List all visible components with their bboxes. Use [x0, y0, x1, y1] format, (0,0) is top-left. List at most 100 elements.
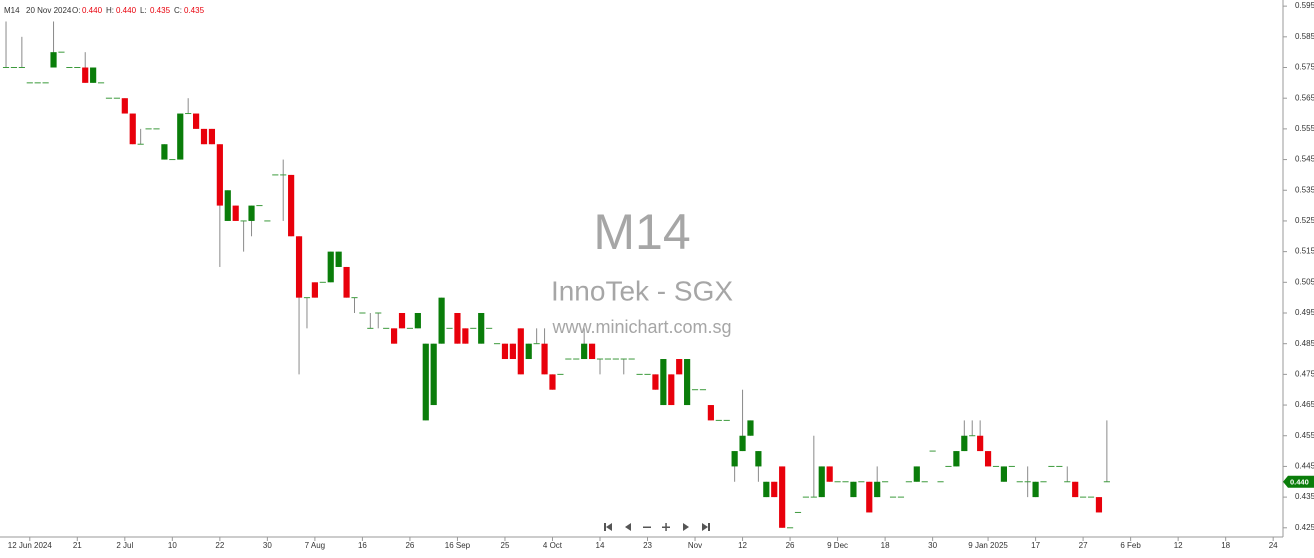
y-tick-label: 0.515	[1295, 247, 1314, 256]
candle-body	[90, 67, 97, 83]
candle-body	[438, 297, 445, 344]
x-tick-label: 27	[1079, 541, 1088, 550]
candle-body	[549, 374, 556, 390]
candle-body	[248, 205, 255, 221]
candle-body	[866, 481, 873, 513]
nav-first[interactable]	[604, 523, 612, 531]
y-tick-label: 0.425	[1295, 523, 1314, 532]
candle-body	[288, 174, 295, 237]
candle-body	[913, 466, 920, 482]
y-tick-label: 0.595	[1295, 1, 1314, 10]
x-tick-label: 14	[596, 541, 605, 550]
y-tick-label: 0.535	[1295, 185, 1314, 194]
candle-body	[850, 481, 857, 498]
candle-body	[581, 343, 588, 360]
header-text: 0.435	[150, 6, 171, 15]
candle-body	[874, 481, 881, 498]
nav-zoom-in[interactable]	[662, 523, 670, 531]
candle-body	[129, 113, 136, 145]
candle-body	[390, 328, 398, 344]
y-tick-label: 0.495	[1295, 308, 1314, 317]
x-tick-label: 26	[786, 541, 795, 550]
candle-body	[343, 266, 350, 298]
x-tick-label: 22	[215, 541, 224, 550]
y-tick-label: 0.525	[1295, 216, 1314, 225]
header-text: L:	[140, 6, 147, 15]
x-tick-label: 7 Aug	[305, 541, 325, 550]
candle-body	[660, 359, 667, 406]
candle-body	[311, 282, 318, 298]
candle-body	[541, 343, 548, 375]
header-text: 0.435	[184, 6, 205, 15]
y-tick-label: 0.505	[1295, 277, 1314, 286]
x-tick-label: 30	[928, 541, 937, 550]
candle-body	[707, 405, 714, 421]
y-tick-label: 0.465	[1295, 400, 1314, 409]
candle-body	[771, 481, 778, 498]
candle-body	[525, 343, 532, 360]
x-tick-label: 30	[263, 541, 272, 550]
candle-body	[739, 435, 746, 452]
header-text: 20 Nov 2024	[26, 6, 72, 15]
candle-body	[747, 420, 754, 436]
y-tick-label: 0.575	[1295, 63, 1314, 72]
candle-body	[200, 128, 208, 145]
x-tick-label: 12 Jun 2024	[8, 541, 53, 550]
y-tick-label: 0.565	[1295, 93, 1314, 102]
x-tick-label: 12	[738, 541, 747, 550]
y-tick-label: 0.435	[1295, 492, 1314, 501]
candle-body	[588, 343, 596, 360]
header: M14 20 Nov 2024 O: 0.440 H: 0.440 L: 0.435 C: 0.4…	[4, 6, 205, 15]
watermark-site: www.minichart.com.sg	[551, 317, 731, 337]
candle-body	[232, 205, 239, 221]
candle-body	[327, 251, 334, 283]
x-tick-label: 24	[1269, 541, 1278, 550]
candle-body	[509, 343, 516, 360]
candle-body	[430, 343, 437, 406]
x-tick-label: 4 Oct	[543, 541, 563, 550]
candle-body	[216, 144, 223, 206]
candle-body	[161, 144, 168, 160]
x-tick-label: 6 Feb	[1120, 541, 1141, 550]
candle-body	[398, 312, 406, 329]
x-tick-label: 21	[73, 541, 82, 550]
x-tick-label: 9 Jan 2025	[968, 541, 1008, 550]
x-tick-label: 12	[1174, 541, 1183, 550]
x-tick-label: 17	[1031, 541, 1040, 550]
nav-next[interactable]	[683, 523, 689, 531]
nav-last[interactable]	[702, 523, 710, 531]
watermark-name: InnoTek - SGX	[551, 275, 733, 306]
candle-body	[50, 52, 57, 68]
candle-body	[1095, 497, 1103, 513]
candle-body	[1072, 481, 1079, 498]
candle-body	[1000, 466, 1007, 482]
candle-body	[1032, 481, 1039, 498]
candle-body	[668, 374, 675, 406]
y-tick-label: 0.585	[1295, 32, 1314, 41]
candle-body	[335, 251, 342, 267]
candle-body	[295, 236, 303, 298]
candle-body	[121, 98, 128, 114]
x-tick-label: 26	[405, 541, 414, 550]
candle-body	[755, 451, 762, 467]
candle-body	[462, 328, 469, 344]
candle-body	[984, 451, 992, 467]
x-tick-label: 16	[358, 541, 367, 550]
nav-prev[interactable]	[625, 523, 631, 531]
candle-body	[731, 451, 738, 467]
nav-zoom-out[interactable]	[643, 526, 651, 529]
last-price-label: 0.440	[1290, 477, 1309, 486]
x-tick-label: 18	[881, 541, 890, 550]
candle-body	[224, 190, 231, 221]
candle-body	[684, 359, 691, 406]
candle-body	[193, 113, 200, 129]
candle-body	[763, 481, 770, 498]
candle-body	[501, 343, 509, 360]
x-tick-label: 23	[643, 541, 652, 550]
x-tick-label: 10	[168, 541, 177, 550]
candle-body	[779, 466, 786, 528]
candle-body	[478, 312, 485, 344]
candle-body	[517, 328, 524, 375]
